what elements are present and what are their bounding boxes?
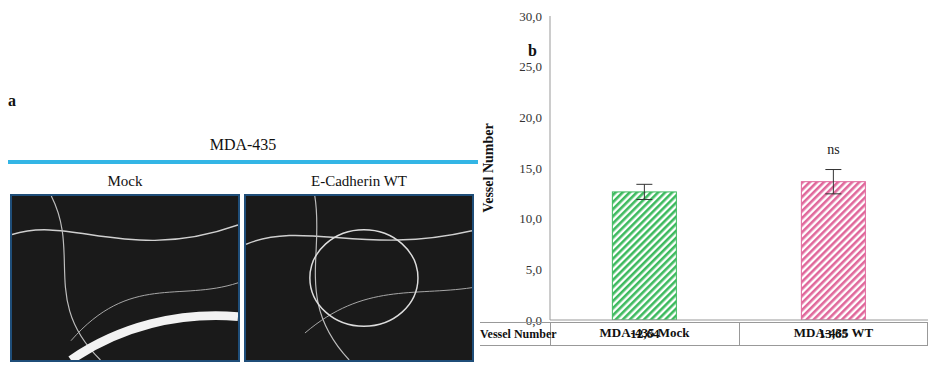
svg-text:15,0: 15,0 bbox=[519, 161, 542, 176]
svg-text:20,0: 20,0 bbox=[519, 110, 542, 125]
svg-text:10,0: 10,0 bbox=[519, 211, 542, 226]
svg-text:30,0: 30,0 bbox=[519, 9, 542, 24]
svg-text:0,0: 0,0 bbox=[526, 313, 542, 328]
svg-text:Vessel Number: Vessel Number bbox=[481, 123, 496, 212]
svg-text:ns: ns bbox=[827, 142, 839, 157]
svg-text:5,0: 5,0 bbox=[526, 262, 542, 277]
svg-text:25,0: 25,0 bbox=[519, 59, 542, 74]
